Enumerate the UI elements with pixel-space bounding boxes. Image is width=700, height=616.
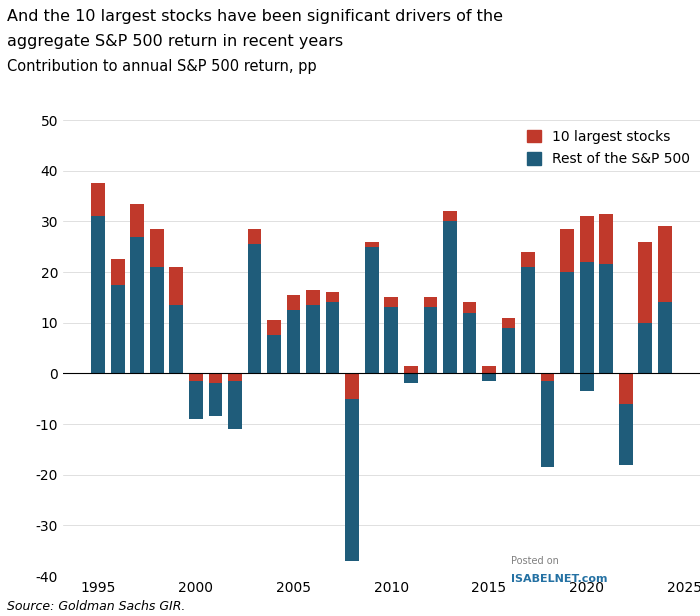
Bar: [540, 373, 554, 381]
Bar: [365, 241, 379, 246]
Bar: [580, 373, 594, 391]
Bar: [502, 318, 515, 328]
Bar: [91, 216, 105, 373]
Bar: [307, 290, 320, 305]
Bar: [638, 241, 652, 323]
Bar: [384, 307, 398, 373]
Bar: [482, 366, 496, 373]
Bar: [189, 373, 203, 381]
Bar: [267, 320, 281, 335]
Bar: [424, 307, 438, 373]
Bar: [169, 305, 183, 373]
Bar: [111, 259, 125, 285]
Bar: [619, 403, 633, 464]
Bar: [580, 262, 594, 373]
Bar: [384, 298, 398, 307]
Bar: [638, 323, 652, 373]
Bar: [228, 373, 242, 381]
Bar: [209, 384, 223, 416]
Bar: [248, 229, 261, 244]
Bar: [482, 373, 496, 381]
Bar: [150, 229, 164, 267]
Bar: [658, 227, 672, 302]
Bar: [169, 267, 183, 305]
Bar: [443, 221, 456, 373]
Text: aggregate S&P 500 return in recent years: aggregate S&P 500 return in recent years: [7, 34, 343, 49]
Bar: [91, 184, 105, 216]
Bar: [130, 204, 144, 237]
Bar: [424, 298, 438, 307]
Bar: [130, 237, 144, 373]
Bar: [287, 310, 300, 373]
Bar: [287, 295, 300, 310]
Bar: [189, 381, 203, 419]
Bar: [404, 366, 418, 373]
Bar: [599, 264, 613, 373]
Bar: [658, 302, 672, 373]
Bar: [326, 292, 340, 302]
Bar: [307, 305, 320, 373]
Bar: [111, 285, 125, 373]
Bar: [326, 302, 340, 373]
Bar: [502, 328, 515, 373]
Bar: [443, 211, 456, 221]
Text: And the 10 largest stocks have been significant drivers of the: And the 10 largest stocks have been sign…: [7, 9, 503, 24]
Bar: [150, 267, 164, 373]
Bar: [345, 373, 359, 399]
Bar: [540, 381, 554, 467]
Bar: [619, 373, 633, 403]
Bar: [463, 312, 476, 373]
Text: Contribution to annual S&P 500 return, pp: Contribution to annual S&P 500 return, p…: [7, 59, 316, 73]
Text: Posted on: Posted on: [511, 556, 559, 565]
Bar: [345, 399, 359, 561]
Legend: 10 largest stocks, Rest of the S&P 500: 10 largest stocks, Rest of the S&P 500: [524, 127, 693, 169]
Text: Source: Goldman Sachs GIR.: Source: Goldman Sachs GIR.: [7, 600, 186, 613]
Bar: [248, 244, 261, 373]
Bar: [404, 373, 418, 384]
Bar: [463, 302, 476, 312]
Bar: [522, 252, 535, 267]
Text: ISABELNET.com: ISABELNET.com: [511, 574, 608, 584]
Bar: [228, 381, 242, 429]
Bar: [560, 272, 574, 373]
Bar: [365, 246, 379, 373]
Bar: [209, 373, 223, 384]
Bar: [267, 335, 281, 373]
Bar: [580, 216, 594, 262]
Bar: [522, 267, 535, 373]
Bar: [560, 229, 574, 272]
Bar: [599, 214, 613, 264]
